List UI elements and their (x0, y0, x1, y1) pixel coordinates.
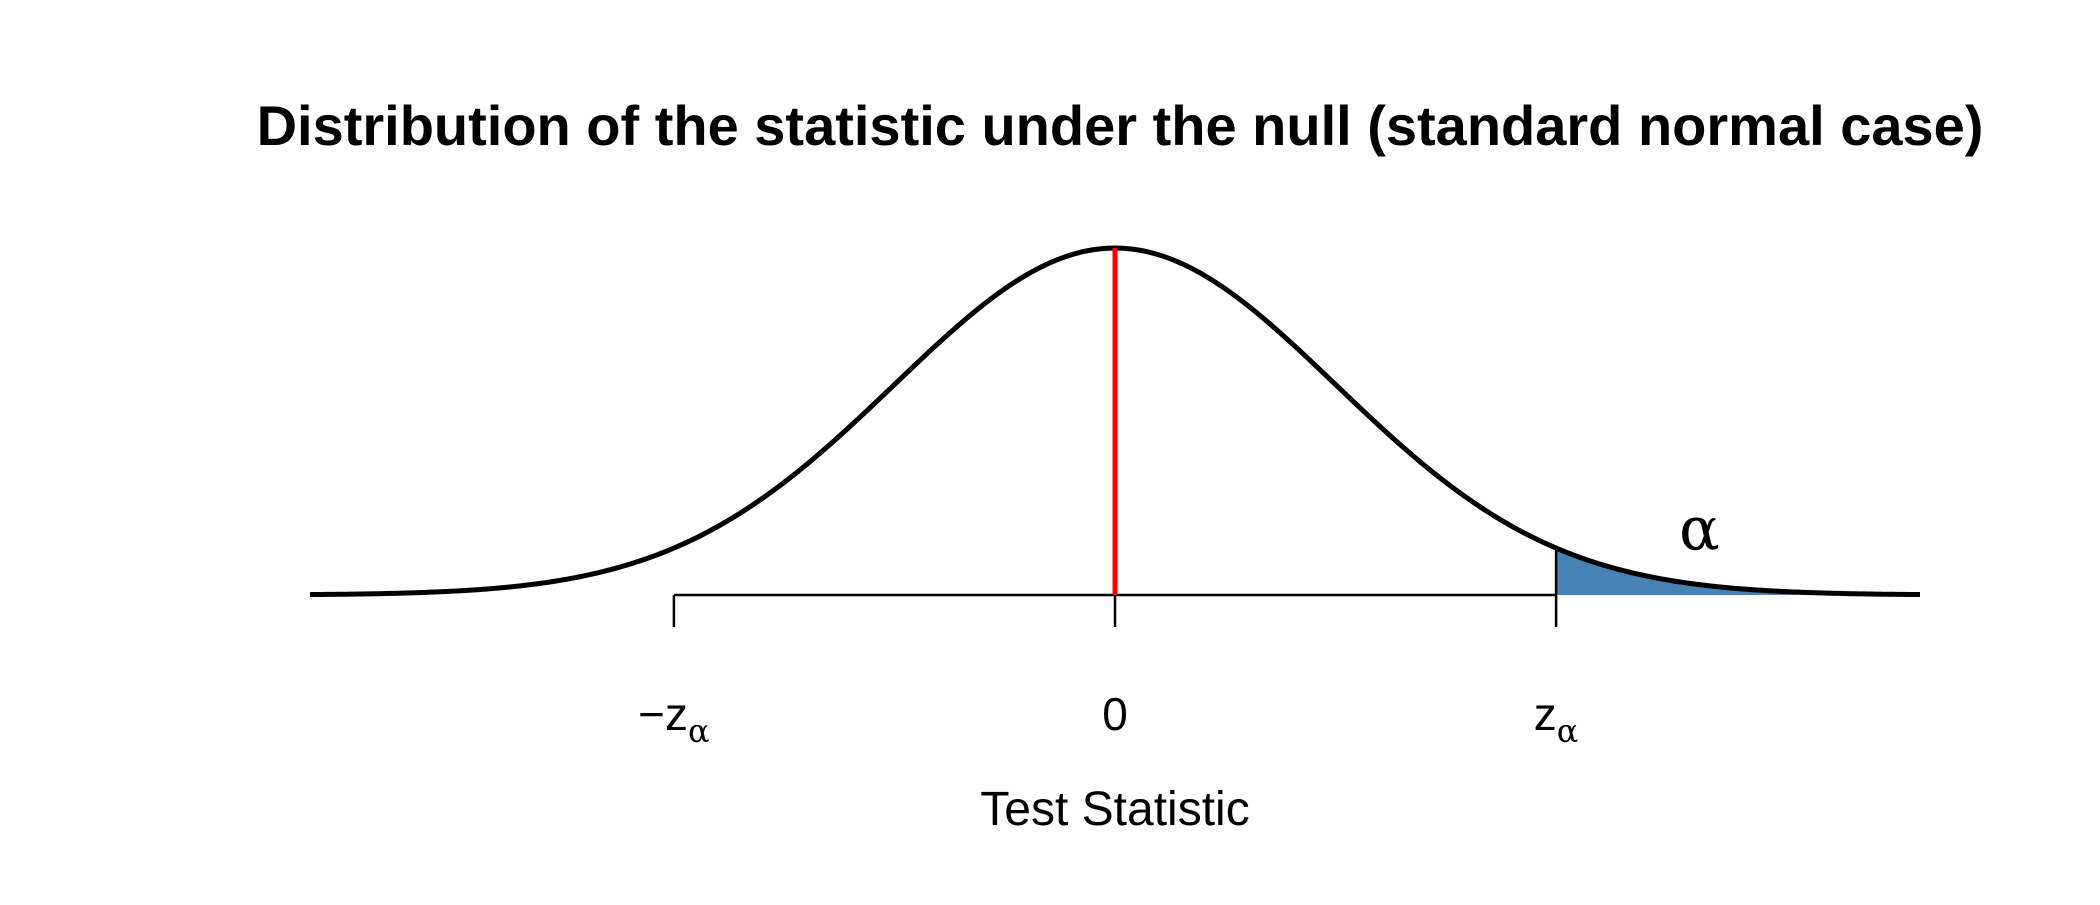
tick-label-main: z (665, 688, 688, 740)
shaded-tail-area (1556, 548, 1920, 595)
chart-marks: −zα 0 zαα (309, 245, 1921, 750)
shaded-region-label: α (1679, 495, 1720, 565)
tick-label-sign: − (638, 688, 665, 740)
tick-label-main: z (1534, 688, 1557, 740)
chart-title: Distribution of the statistic under the … (257, 94, 1984, 157)
x-tick-label: −zα (638, 688, 709, 750)
tick-label-subscript: α (1557, 712, 1579, 750)
density-curve (309, 245, 1921, 598)
x-axis-label: Test Statistic (980, 783, 1249, 836)
tick-label-subscript: α (688, 712, 710, 750)
x-tick-label: 0 (1102, 688, 1128, 740)
tick-label-main: 0 (1102, 688, 1128, 740)
x-tick-label: zα (1534, 688, 1579, 750)
